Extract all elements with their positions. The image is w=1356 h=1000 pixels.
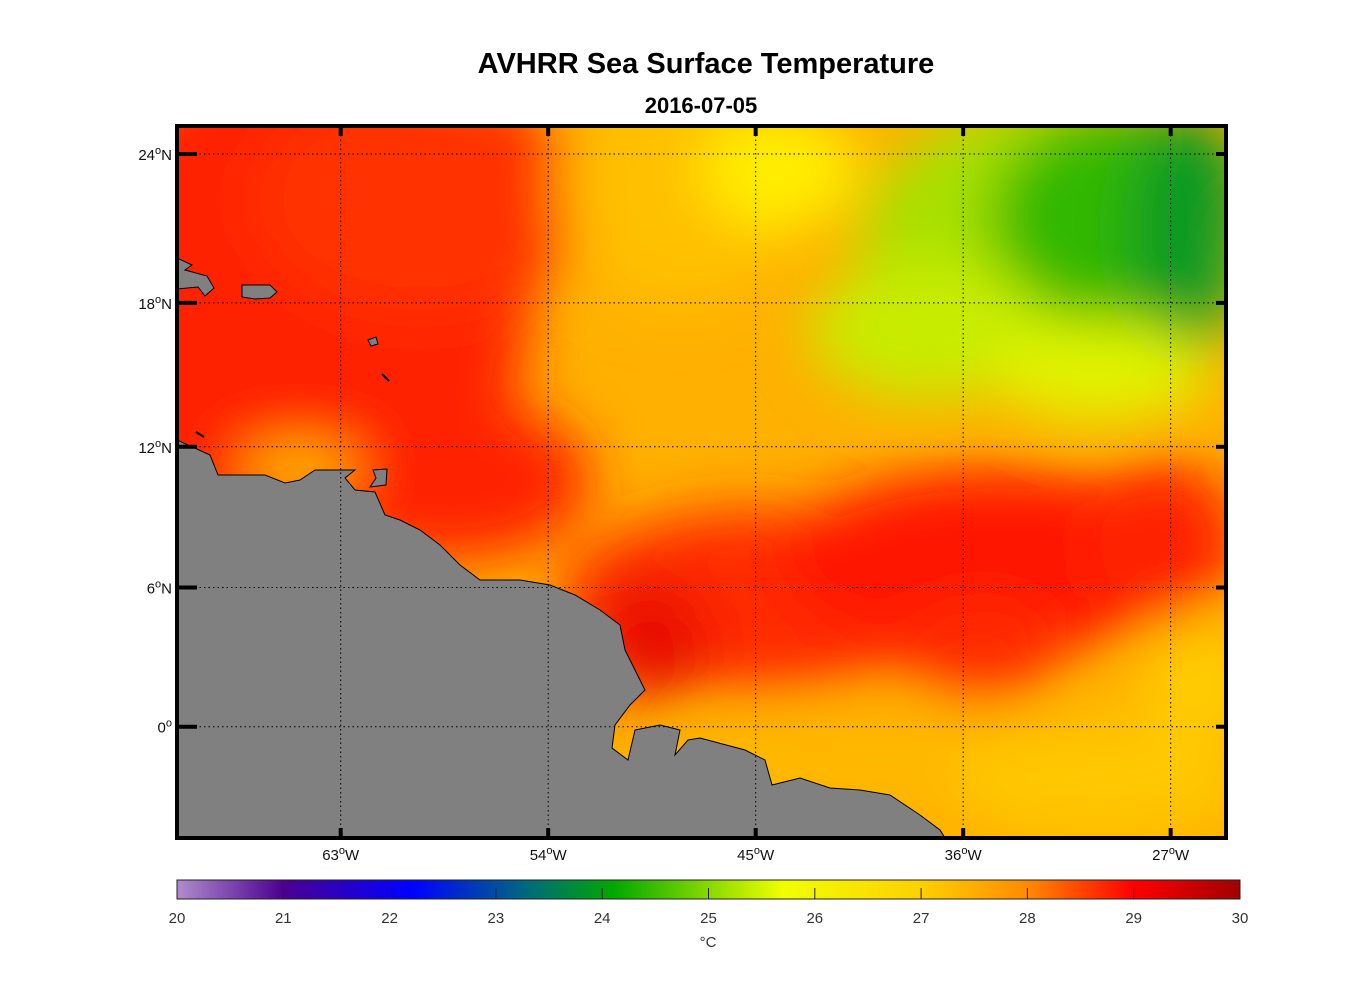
axis-ticks: 63oW 54oW 45oW 36oW 27oW 24oN 18oN 12oN 6oN 0o xyxy=(138,126,1226,864)
lon-tick-label: 27oW xyxy=(1152,845,1190,864)
colorbar-tick-label: 22 xyxy=(381,910,398,927)
colorbar-tick-label: 20 xyxy=(169,910,186,927)
colorbar-tick-label: 25 xyxy=(700,910,717,927)
colorbar-tick-label: 27 xyxy=(913,910,930,927)
graticule xyxy=(177,126,1226,838)
colorbar-tick-label: 23 xyxy=(488,910,505,927)
colorbar-label: °C xyxy=(700,934,717,951)
land-islet xyxy=(195,431,205,438)
sst-field xyxy=(177,126,1226,838)
map-frame xyxy=(175,124,1228,840)
colorbar: 20 21 22 23 24 25 26 27 28 29 30 °C xyxy=(169,879,1249,951)
colorbar-tick-label: 26 xyxy=(806,910,823,927)
lon-tick-label: 36oW xyxy=(945,845,983,864)
colorbar-tick-label: 24 xyxy=(594,910,611,927)
colorbar-tick-label: 21 xyxy=(275,910,292,927)
lat-tick-label: 24oN xyxy=(138,145,172,164)
lon-tick-label: 45oW xyxy=(737,845,775,864)
lat-tick-label: 6oN xyxy=(147,579,172,598)
colorbar-tick-label: 30 xyxy=(1232,910,1249,927)
land-puerto-rico xyxy=(241,284,278,300)
chart-subtitle: 2016-07-05 xyxy=(644,93,758,118)
land-trinidad xyxy=(368,468,388,488)
land-south-america xyxy=(177,439,946,838)
lat-tick-label: 12oN xyxy=(138,438,172,457)
lon-tick-label: 63oW xyxy=(322,845,360,864)
colorbar-tick-label: 29 xyxy=(1125,910,1142,927)
land-islet xyxy=(381,373,390,382)
lat-tick-label: 0o xyxy=(158,718,172,737)
lat-tick-label: 18oN xyxy=(138,294,172,313)
lon-tick-label: 54oW xyxy=(530,845,568,864)
land-small-island xyxy=(367,336,379,347)
colorbar-tick-label: 28 xyxy=(1019,910,1036,927)
land-hispaniola xyxy=(177,257,215,297)
chart-title: AVHRR Sea Surface Temperature xyxy=(477,48,935,80)
